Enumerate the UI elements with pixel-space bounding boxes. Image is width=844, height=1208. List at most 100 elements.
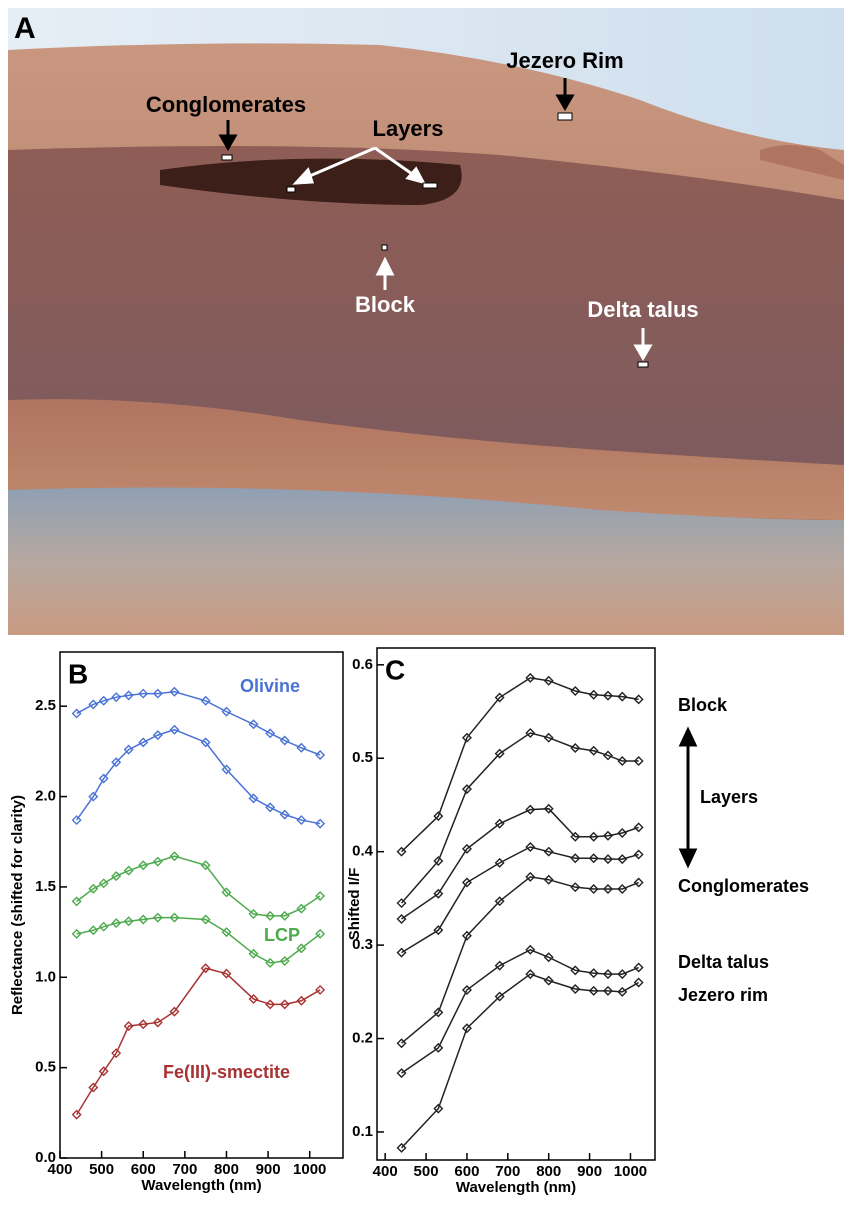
plot-frame — [59, 651, 344, 1159]
marker — [315, 890, 326, 901]
series-line — [401, 677, 639, 853]
marker — [602, 884, 613, 895]
marker — [279, 735, 290, 746]
marker — [123, 690, 134, 701]
marker — [494, 857, 505, 868]
marker — [123, 865, 134, 876]
marker — [494, 991, 505, 1002]
marker — [543, 874, 554, 885]
marker — [433, 856, 444, 867]
marker — [433, 1007, 444, 1018]
series-line — [400, 732, 639, 904]
marker — [248, 719, 259, 730]
marker — [200, 737, 211, 748]
marker — [570, 984, 581, 995]
marker — [98, 921, 109, 932]
marker — [617, 884, 628, 895]
x-tick-label: 700 — [495, 1163, 520, 1180]
annotation: Jezero Rim — [506, 48, 623, 73]
y-tick-label: 2.0 — [35, 788, 56, 805]
marker — [602, 854, 613, 865]
marker — [248, 948, 259, 959]
marker — [396, 1068, 407, 1079]
marker — [138, 688, 149, 699]
marker — [169, 851, 180, 862]
panel-label: B — [68, 658, 88, 689]
marker — [396, 1038, 407, 1049]
marker — [98, 878, 109, 889]
marker — [396, 1142, 407, 1153]
panel-label: C — [385, 654, 405, 685]
series-line — [76, 690, 321, 756]
x-tick-label: 500 — [414, 1163, 439, 1180]
marker — [296, 742, 307, 753]
marker — [169, 912, 180, 923]
x-tick-label: 900 — [577, 1163, 602, 1180]
marker — [494, 896, 505, 907]
marker — [543, 732, 554, 743]
marker — [396, 947, 407, 958]
marker — [433, 888, 444, 899]
marker — [461, 732, 472, 743]
series-line — [76, 967, 321, 1116]
marker — [543, 975, 554, 986]
x-tick-label: 800 — [214, 1161, 239, 1178]
series-line — [76, 855, 321, 917]
marker — [633, 962, 644, 973]
marker — [602, 985, 613, 996]
marker — [633, 694, 644, 705]
marker — [98, 773, 109, 784]
x-tick-label: 1000 — [293, 1161, 326, 1178]
annotation: Conglomerates — [678, 876, 809, 896]
marker — [138, 737, 149, 748]
marker — [152, 1017, 163, 1028]
marker — [433, 1103, 444, 1114]
marker — [633, 822, 644, 833]
marker — [221, 887, 232, 898]
marker — [200, 695, 211, 706]
series-line — [401, 807, 639, 920]
annotation: Delta talus — [587, 297, 698, 322]
y-tick-label: 0.3 — [352, 936, 373, 953]
marker — [88, 791, 99, 802]
marker — [617, 854, 628, 865]
panel-label: A — [14, 12, 36, 45]
marker — [71, 896, 82, 907]
marker — [221, 968, 232, 979]
marker — [543, 675, 554, 686]
marker — [265, 728, 276, 739]
x-tick-label: 400 — [47, 1161, 72, 1178]
marker — [570, 853, 581, 864]
marker — [494, 818, 505, 829]
marker — [617, 828, 628, 838]
marker — [248, 993, 259, 1004]
marker — [111, 871, 122, 882]
x-tick-label: 700 — [172, 1161, 197, 1178]
marker — [111, 757, 122, 768]
series-line — [401, 948, 639, 1074]
marker — [138, 1019, 149, 1030]
marker — [396, 898, 407, 909]
marker — [633, 877, 644, 888]
marker — [71, 815, 82, 826]
marker — [138, 914, 149, 925]
marker — [396, 913, 407, 924]
marker — [543, 803, 554, 814]
x-axis-label: Wavelength (nm) — [456, 1179, 576, 1196]
y-tick-label: 0.6 — [352, 656, 373, 673]
marker — [296, 943, 307, 954]
marker — [633, 756, 644, 767]
marker — [111, 918, 122, 929]
y-tick-label: 1.5 — [35, 878, 56, 895]
series-line — [76, 728, 321, 825]
marker — [279, 910, 290, 921]
marker — [588, 689, 599, 700]
marker — [88, 883, 99, 894]
marker — [279, 809, 290, 820]
marker — [88, 699, 99, 710]
marker — [525, 871, 536, 882]
marker — [461, 877, 472, 888]
marker — [111, 692, 122, 703]
x-tick-label: 800 — [536, 1163, 561, 1180]
